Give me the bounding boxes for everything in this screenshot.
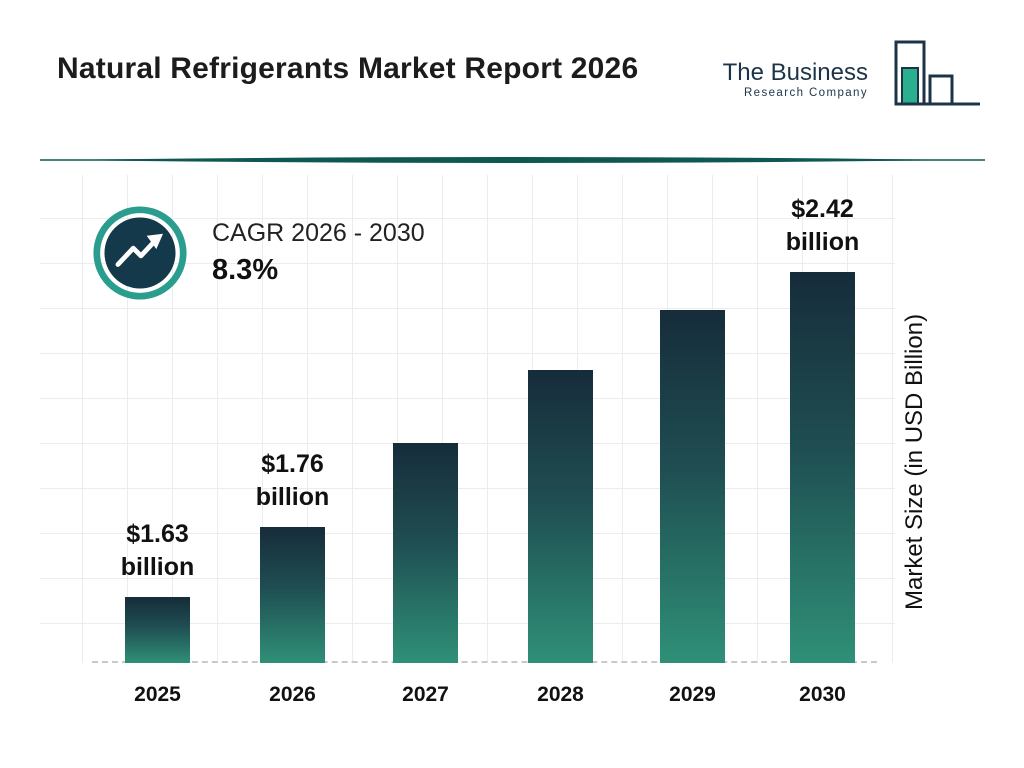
bar-group-2025: $1.63 billion 2025 <box>121 175 195 707</box>
bar-value-label: $2.42 billion <box>733 193 913 261</box>
x-axis-label-2026: 2026 <box>269 683 316 706</box>
cagr-value: 8.3% <box>212 254 279 286</box>
logo-line1: The Business <box>722 59 868 86</box>
logo-line2: Research Company <box>743 87 868 100</box>
bar-group-2027: 2027 <box>393 175 458 706</box>
bar-unit: billion <box>120 553 195 582</box>
cagr-text: CAGR 2026 - 2030 8.3% <box>212 219 425 287</box>
cagr-badge: CAGR 2026 - 2030 8.3% <box>92 205 425 301</box>
bar-value: $2.42 <box>791 194 854 223</box>
bar-value-label: $1.76 billion <box>203 448 383 516</box>
bar-group-2028: 2028 <box>528 175 593 706</box>
company-logo: The Business Research Company <box>723 38 984 122</box>
bar-unit: billion <box>255 483 330 512</box>
divider-line <box>40 157 985 163</box>
page-title: Natural Refrigerants Market Report 2026 <box>57 52 639 85</box>
x-axis-label-2025: 2025 <box>134 683 181 706</box>
bar-group-2029: 2029 <box>660 175 725 706</box>
x-axis-label-2027: 2027 <box>402 683 449 706</box>
bar-value-label: $1.63 billion <box>68 518 248 586</box>
x-axis-label-2028: 2028 <box>537 683 584 706</box>
logo-text: The Business Research Company <box>723 38 868 99</box>
bar-unit: billion <box>785 228 860 257</box>
bar-group-2030: $2.42 billion 2030 <box>786 175 860 707</box>
growth-arrow-icon <box>93 206 187 300</box>
cagr-label: CAGR 2026 - 2030 <box>212 219 425 247</box>
bar-2026 <box>260 527 325 663</box>
bar-2028 <box>528 370 593 663</box>
x-axis-label-2029: 2029 <box>669 683 716 706</box>
bar-value: $1.63 <box>126 519 189 548</box>
chart-baseline <box>92 661 877 663</box>
bar-group-2026: $1.76 billion 2026 <box>256 175 330 707</box>
x-axis-label-2030: 2030 <box>799 683 846 706</box>
bar-2030 <box>790 272 855 663</box>
bar-chart: CAGR 2026 - 2030 8.3% $1.63 billion 2025… <box>40 175 895 707</box>
logo-bars-icon <box>894 40 980 106</box>
y-axis-label: Market Size (in USD Billion) <box>901 313 928 611</box>
bar-value: $1.76 <box>261 449 324 478</box>
bar-2025 <box>125 597 190 663</box>
bar-2029 <box>660 310 725 663</box>
bar-2027 <box>393 443 458 663</box>
